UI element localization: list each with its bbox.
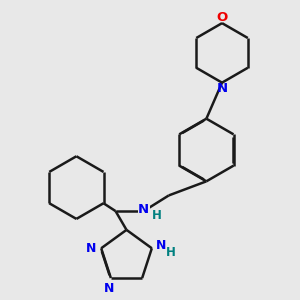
Text: N: N bbox=[104, 282, 115, 295]
Text: O: O bbox=[216, 11, 228, 24]
Text: N: N bbox=[86, 242, 96, 255]
Text: N: N bbox=[138, 203, 149, 216]
Text: H: H bbox=[166, 245, 176, 259]
Text: H: H bbox=[152, 209, 162, 222]
Text: N: N bbox=[217, 82, 228, 95]
Text: N: N bbox=[156, 238, 166, 252]
